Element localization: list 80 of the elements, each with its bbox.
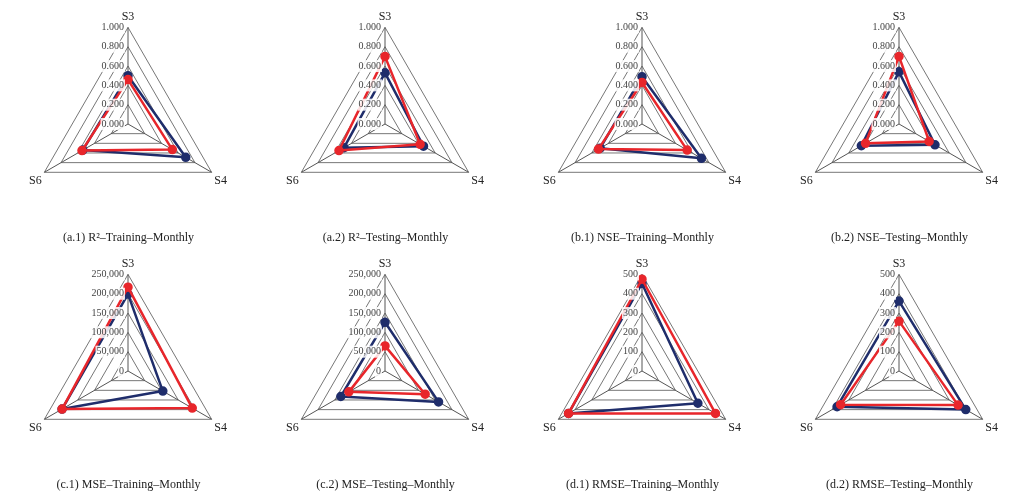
y-tick-label: 200: [623, 325, 638, 337]
y-tick-label: 0.200: [101, 98, 124, 110]
spoke-label: S4: [214, 420, 227, 435]
y-tick-label: 0.000: [101, 117, 124, 129]
y-tick-label: 100,000: [348, 325, 381, 337]
y-tick-label: 100: [880, 345, 895, 357]
text: (a.1) R²–Training–Monthly: [62, 229, 195, 244]
y-tick-label: 1.000: [358, 21, 381, 33]
spoke-label: S3: [892, 9, 906, 24]
y-tick-label: 150,000: [348, 306, 381, 318]
spoke-label: S4: [985, 173, 998, 188]
spoke-label: S3: [378, 256, 392, 271]
y-tick-label: 400: [880, 287, 895, 299]
spoke-label: S3: [378, 9, 392, 24]
spoke-label: S6: [29, 420, 42, 435]
y-tick-label: 0: [119, 364, 124, 376]
spoke-label: S3: [635, 256, 649, 271]
spoke-label: S4: [471, 173, 484, 188]
text: (d.2) RMSE–Testing–Monthly: [825, 476, 974, 491]
y-tick-label: 0.600: [872, 59, 895, 71]
y-tick-label: 150,000: [91, 306, 124, 318]
y-tick-label: 300: [880, 306, 895, 318]
y-tick-label: 300: [623, 306, 638, 318]
y-tick-label: 500: [880, 268, 895, 280]
text: (c.1) MSE–Training–Monthly: [56, 476, 201, 491]
y-tick-label: 0.800: [615, 40, 638, 52]
text: (d.1) RMSE–Training–Monthly: [566, 476, 719, 491]
spoke-label: S4: [728, 173, 741, 188]
spoke-label: S6: [286, 173, 299, 188]
y-tick-label: 250,000: [348, 268, 381, 280]
y-tick-label: 0.800: [101, 40, 124, 52]
spoke-label: S6: [800, 173, 813, 188]
spoke-label: S4: [728, 420, 741, 435]
y-tick-label: 200,000: [91, 287, 124, 299]
y-tick-label: 0.000: [615, 117, 638, 129]
y-tick-label: 0.000: [872, 117, 895, 129]
y-tick-label: 0.400: [101, 78, 124, 90]
spoke-label: S3: [121, 256, 135, 271]
spoke-label: S6: [543, 420, 556, 435]
spoke-label: S6: [286, 420, 299, 435]
text: (a.2) R²–Testing–Monthly: [322, 229, 449, 244]
y-tick-label: 50,000: [353, 345, 381, 357]
y-tick-label: 0.600: [615, 59, 638, 71]
y-tick-label: 200,000: [348, 287, 381, 299]
y-tick-label: 1.000: [872, 21, 895, 33]
spoke-label: S6: [543, 173, 556, 188]
text: (c.2) MSE–Testing–Monthly: [316, 476, 455, 491]
y-tick-label: 0.200: [872, 98, 895, 110]
y-tick-label: 400: [623, 287, 638, 299]
y-tick-label: 0.800: [872, 40, 895, 52]
y-tick-label: 0.000: [358, 117, 381, 129]
y-tick-label: 0.400: [615, 78, 638, 90]
text: (b.1) NSE–Training–Monthly: [571, 229, 714, 244]
y-tick-label: 200: [880, 325, 895, 337]
spoke-label: S4: [214, 173, 227, 188]
spoke-label: S4: [985, 420, 998, 435]
spoke-label: S3: [635, 9, 649, 24]
y-tick-label: 0: [890, 364, 895, 376]
y-tick-label: 0.600: [101, 59, 124, 71]
y-tick-label: 0.200: [358, 98, 381, 110]
y-tick-label: 1.000: [615, 21, 638, 33]
spoke-label: S3: [892, 256, 906, 271]
y-tick-label: 0.200: [615, 98, 638, 110]
y-tick-label: 0.800: [358, 40, 381, 52]
y-tick-label: 0.400: [872, 78, 895, 90]
y-tick-label: 1.000: [101, 21, 124, 33]
text: (b.2) NSE–Testing–Monthly: [830, 229, 969, 244]
y-tick-label: 0: [633, 364, 638, 376]
y-tick-label: 500: [623, 268, 638, 280]
spoke-label: S6: [29, 173, 42, 188]
y-tick-label: 0.400: [358, 78, 381, 90]
spoke-label: S3: [121, 9, 135, 24]
spoke-label: S6: [800, 420, 813, 435]
y-tick-label: 0.600: [358, 59, 381, 71]
y-tick-label: 100: [623, 345, 638, 357]
y-tick-label: 100,000: [91, 325, 124, 337]
y-tick-label: 250,000: [91, 268, 124, 280]
y-tick-label: 0: [376, 364, 381, 376]
y-tick-label: 50,000: [96, 345, 124, 357]
spoke-label: S4: [471, 420, 484, 435]
